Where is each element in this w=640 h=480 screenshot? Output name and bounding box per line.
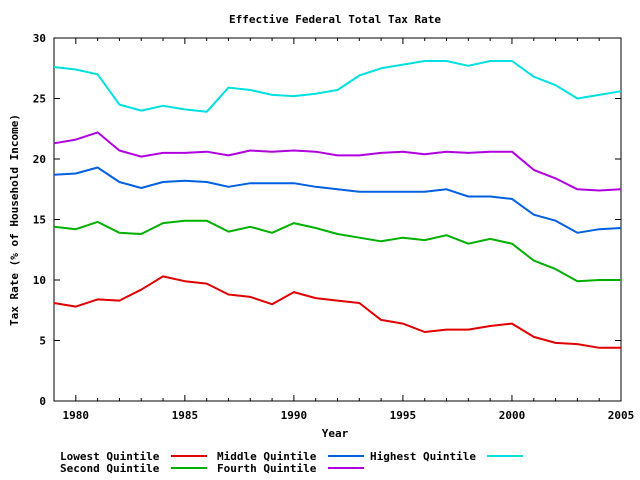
legend-label-middle-quintile: Middle Quintile	[217, 450, 317, 463]
series-line-middle-quintile	[53, 166, 622, 234]
x-tick-label: 1980	[63, 409, 90, 422]
legend-label-highest-quintile: Highest Quintile	[370, 450, 476, 463]
legend-label-lowest-quintile: Lowest Quintile	[60, 450, 160, 463]
axis-ticks: 0 5 10 15 20 25 30 1980 1985 1990 1995 2000 2005	[33, 32, 635, 422]
x-tick-label: 1990	[281, 409, 308, 422]
y-tick-label: 25	[33, 93, 46, 106]
chart-title: Effective Federal Total Tax Rate	[229, 13, 441, 26]
y-tick-label: 30	[33, 32, 46, 45]
series-line-lowest-quintile	[53, 275, 621, 349]
series-line-fourth-quintile	[53, 131, 622, 192]
series-line-second-quintile	[53, 219, 621, 283]
x-tick-label: 1985	[172, 409, 199, 422]
x-tick-label: 2000	[499, 409, 526, 422]
x-axis-label: Year	[322, 427, 349, 440]
y-axis-label: Tax Rate (% of Household Income)	[8, 114, 21, 326]
series-lines	[53, 60, 622, 349]
x-tick-label: 1995	[390, 409, 417, 422]
x-tick-label: 2005	[608, 409, 635, 422]
plot-frame	[53, 37, 622, 402]
y-tick-label: 15	[33, 214, 46, 227]
legend-label-fourth-quintile: Fourth Quintile	[217, 462, 317, 475]
y-tick-label: 0	[39, 395, 46, 408]
y-tick-label: 10	[33, 274, 46, 287]
legend-label-second-quintile: Second Quintile	[60, 462, 160, 475]
series-line-highest-quintile	[53, 60, 622, 113]
y-tick-label: 5	[39, 335, 46, 348]
y-tick-label: 20	[33, 153, 46, 166]
